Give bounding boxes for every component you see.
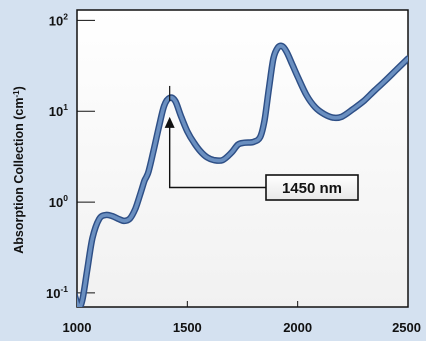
annotation-arrow: [168, 124, 266, 189]
annotation-box: [265, 174, 359, 201]
series-line: [77, 44, 408, 307]
y-axis-title: Absorption Collection (cm-1): [12, 86, 26, 254]
peak-annotation: 1450 nm: [164, 85, 359, 201]
y-tick-label: 10-1: [46, 284, 68, 301]
x-tick-label: 2500: [392, 320, 421, 335]
x-tick-label: 1500: [173, 320, 202, 335]
annotation-label: 1450 nm: [282, 180, 342, 197]
plot-area: [76, 9, 409, 308]
y-tick-label: 102: [49, 11, 68, 28]
y-axis-ticks: 10-1 100 101 102: [46, 11, 95, 301]
x-tick-label: 1000: [63, 320, 92, 335]
annotation-arrowhead: [164, 116, 175, 128]
x-tick-label: 2000: [283, 320, 312, 335]
y-tick-label: 101: [49, 102, 68, 119]
y-tick-label: 100: [49, 193, 68, 210]
